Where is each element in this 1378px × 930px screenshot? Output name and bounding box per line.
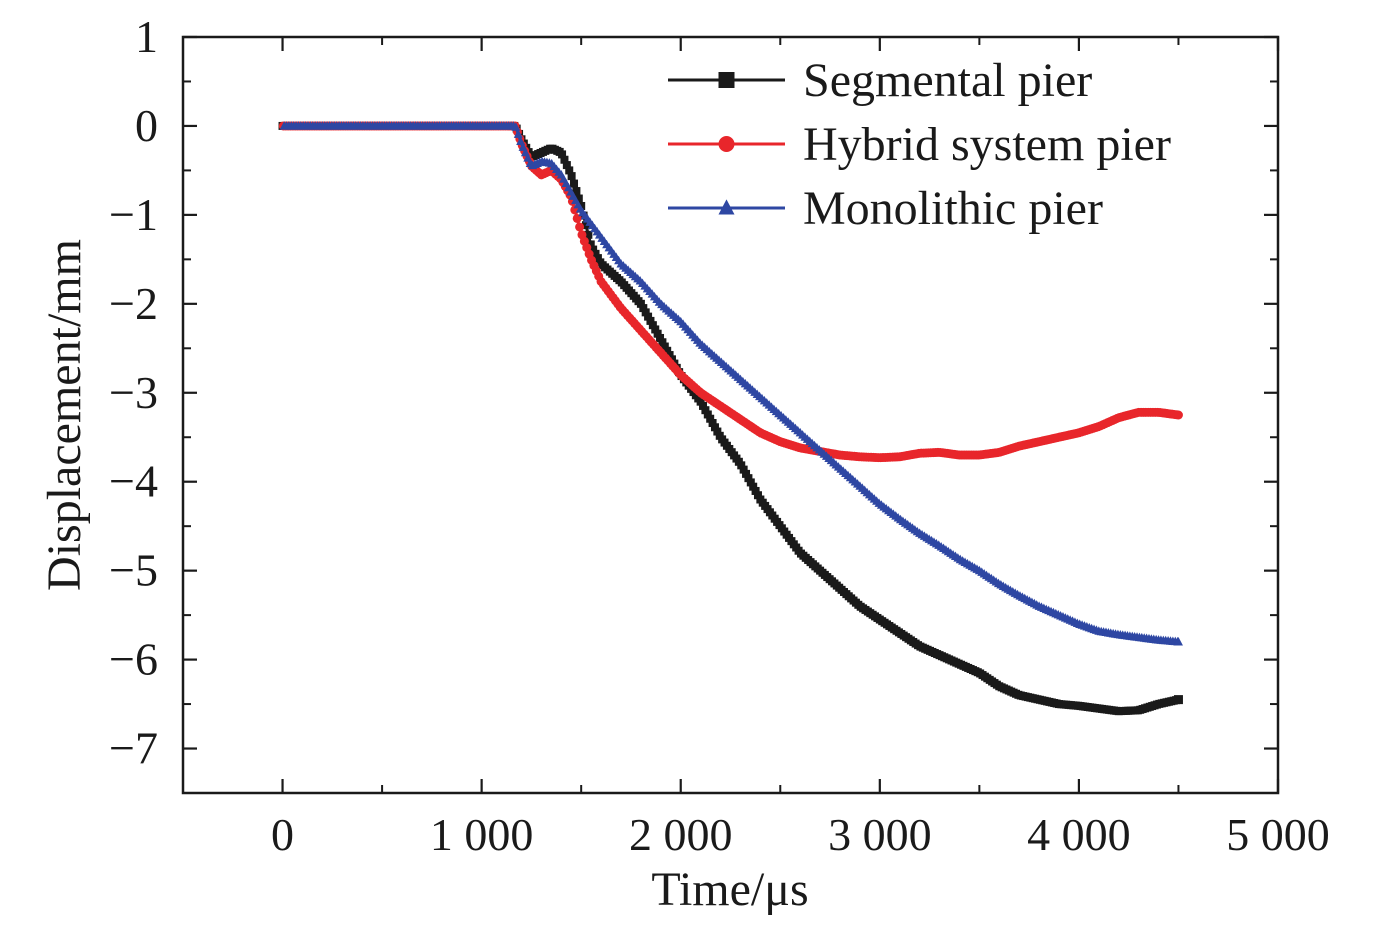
series-marker	[575, 222, 585, 232]
x-tick-label: 1 000	[430, 809, 534, 860]
x-axis-title: Time/μs	[651, 863, 808, 916]
series-marker	[648, 321, 657, 330]
series-marker	[656, 333, 665, 342]
series-marker	[751, 486, 760, 495]
series-marker	[665, 351, 674, 360]
series-marker	[710, 423, 719, 432]
series-marker	[742, 469, 751, 478]
series-marker	[746, 478, 755, 487]
series-marker	[701, 406, 710, 415]
series-marker	[663, 346, 672, 355]
y-tick-label: −4	[109, 456, 158, 507]
legend-label: Segmental pier	[803, 54, 1092, 107]
series-marker	[636, 299, 645, 308]
y-tick-label: 0	[135, 100, 158, 151]
legend-label: Monolithic pier	[803, 182, 1103, 235]
x-tick-label: 5 000	[1226, 809, 1330, 860]
series-monolithic-pier	[279, 121, 1183, 646]
y-tick-label: −7	[109, 723, 158, 774]
y-axis-title: Displacement/mm	[38, 239, 91, 591]
series-marker	[574, 194, 583, 203]
legend-label: Hybrid system pier	[803, 118, 1171, 171]
plot-frame	[181, 35, 1280, 795]
series-marker	[1173, 636, 1183, 646]
series-marker	[703, 410, 712, 419]
series-marker	[651, 325, 660, 334]
legend-item: Monolithic pier	[668, 182, 1103, 235]
x-tick-label: 4 000	[1027, 809, 1131, 860]
series-marker	[749, 482, 758, 491]
series-marker	[560, 155, 569, 164]
series-marker	[653, 329, 662, 338]
legend-item: Segmental pier	[668, 54, 1092, 107]
series-marker	[511, 122, 521, 131]
series-marker	[639, 304, 648, 313]
legend-marker	[718, 199, 735, 215]
series-marker	[739, 465, 748, 474]
y-tick-label: −5	[109, 545, 158, 596]
y-tick-label: −1	[109, 189, 158, 240]
series-marker	[586, 240, 595, 249]
legend-item: Hybrid system pier	[668, 118, 1171, 171]
x-tick-label: 3 000	[828, 809, 932, 860]
x-tick-label: 0	[271, 809, 294, 860]
series-marker	[589, 245, 598, 254]
series-marker	[706, 414, 715, 423]
series-marker	[641, 308, 650, 317]
y-tick-label: −6	[109, 634, 158, 685]
y-tick-label: −3	[109, 367, 158, 418]
series-marker	[562, 161, 571, 170]
series-marker	[713, 427, 722, 436]
series-marker	[513, 129, 523, 138]
series-marker	[593, 254, 602, 263]
legend-marker	[718, 72, 735, 88]
y-tick-label: 1	[135, 11, 158, 62]
x-tick-label: 2 000	[629, 809, 733, 860]
y-tick-label: −2	[109, 278, 158, 329]
series-marker	[591, 249, 600, 258]
legend: Segmental pier Hybrid system pier Monolith…	[668, 54, 1171, 235]
series-marker	[572, 187, 581, 196]
series-marker	[584, 230, 593, 239]
series-marker	[699, 401, 708, 410]
series-marker	[570, 179, 579, 188]
series-marker	[1173, 695, 1183, 705]
series-marker	[737, 461, 746, 470]
legend-marker	[718, 136, 735, 152]
series-layer	[278, 121, 1183, 716]
series-marker	[567, 172, 576, 181]
series-marker	[658, 338, 667, 347]
series-marker	[565, 166, 574, 175]
series-marker	[644, 312, 653, 321]
series-marker	[558, 150, 567, 159]
series-marker	[1173, 410, 1183, 420]
series-marker	[753, 491, 762, 500]
ticks-layer: 0 1 000 2 000 3 000 4 000 5 000 1 0 −1 −2 −3 −4 −5 −6…	[109, 11, 1330, 860]
series-marker	[696, 397, 705, 406]
series-marker	[708, 419, 717, 428]
series-marker	[646, 316, 655, 325]
series-marker	[660, 342, 669, 351]
series-marker	[744, 474, 753, 483]
